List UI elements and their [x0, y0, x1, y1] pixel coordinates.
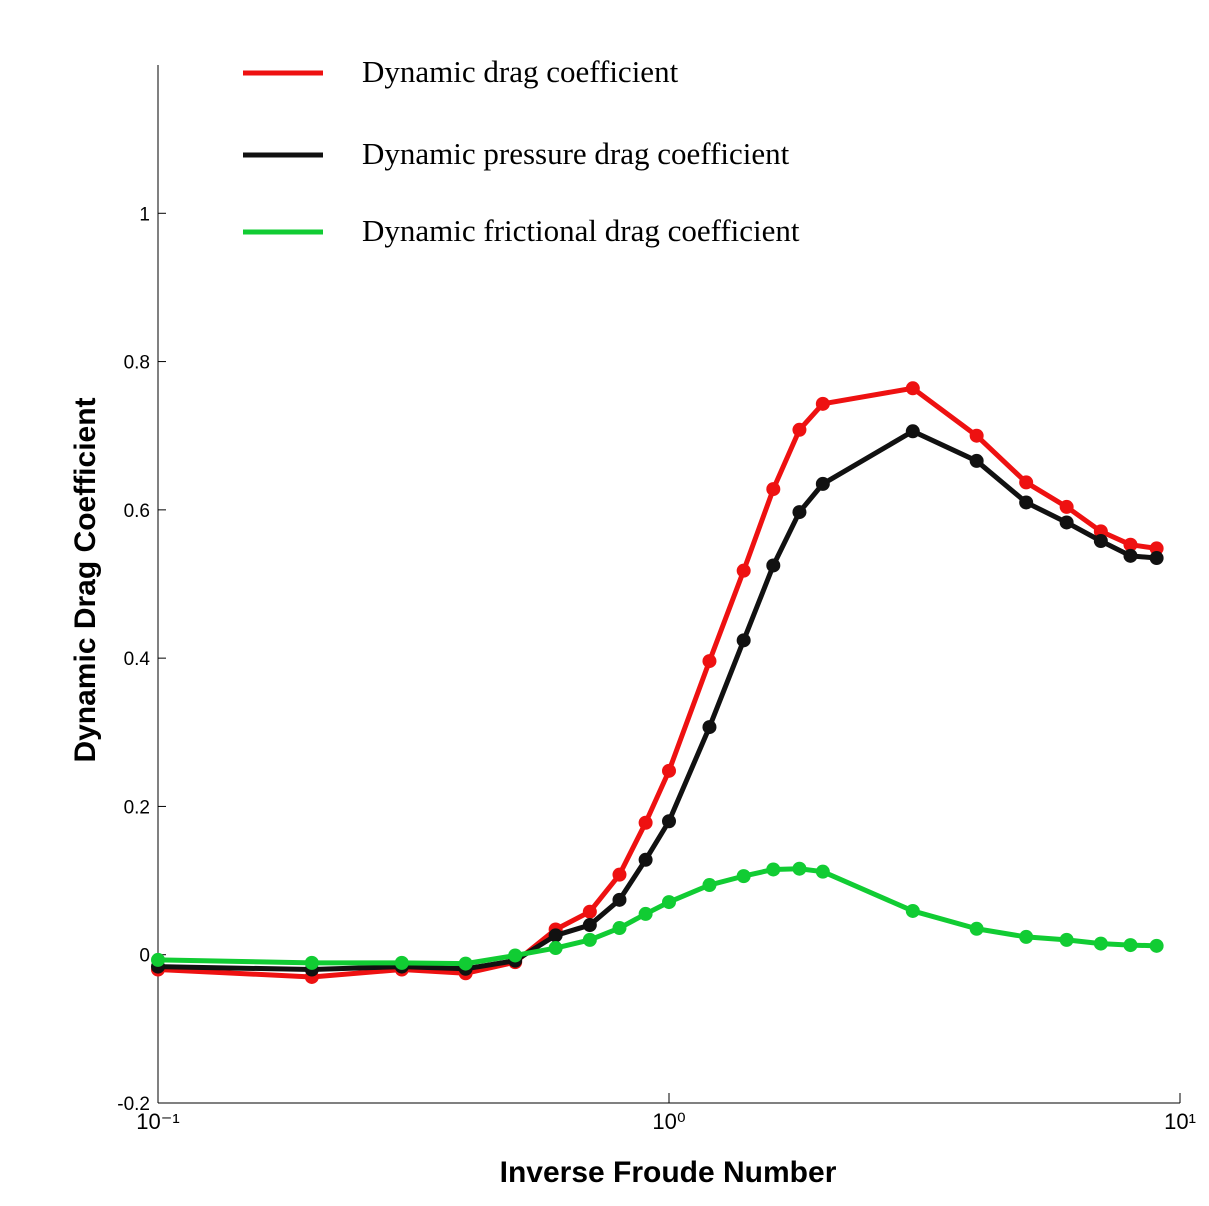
data-point — [582, 904, 597, 919]
data-point — [969, 428, 984, 443]
data-point — [736, 869, 751, 884]
series-line — [157, 866, 1157, 967]
data-point — [1123, 537, 1138, 552]
data-point — [612, 892, 627, 907]
data-point — [1123, 548, 1138, 563]
data-point — [905, 381, 920, 396]
x-axis-label: Inverse Froude Number — [500, 1156, 837, 1189]
data-point — [792, 861, 807, 876]
data-point — [612, 867, 627, 882]
data-point — [582, 918, 597, 933]
data-point — [638, 852, 653, 867]
data-point — [458, 956, 473, 971]
legend-label: Dynamic pressure drag coefficient — [362, 136, 790, 171]
data-point — [766, 558, 781, 573]
y-tick-label: 1 — [139, 204, 150, 225]
data-point — [766, 482, 781, 497]
data-point — [662, 814, 676, 829]
data-point — [1059, 932, 1074, 947]
y-axis-label: Dynamic Drag Coefficient — [69, 397, 102, 762]
legend-label: Dynamic frictional drag coefficient — [362, 213, 800, 248]
data-point — [969, 921, 984, 936]
data-point — [1123, 938, 1138, 953]
data-point — [702, 654, 717, 669]
data-point — [969, 453, 984, 468]
data-point — [1019, 495, 1034, 510]
data-point — [766, 862, 781, 877]
data-point — [151, 952, 165, 967]
data-point — [1059, 499, 1074, 514]
data-point — [905, 424, 920, 439]
data-point — [394, 955, 409, 970]
data-point — [1059, 515, 1074, 530]
data-point — [792, 505, 807, 520]
y-tick-label: 0 — [139, 946, 150, 967]
data-point — [662, 895, 676, 910]
data-point — [1149, 551, 1164, 566]
data-point — [548, 941, 563, 956]
data-point — [1149, 938, 1164, 953]
x-tick-label: 10⁰ — [652, 1109, 685, 1134]
data-point — [1149, 541, 1164, 556]
y-tick-label: 0.8 — [124, 353, 150, 374]
data-point — [1093, 936, 1108, 951]
data-point — [548, 928, 563, 943]
data-point — [815, 864, 830, 879]
series-line — [157, 428, 1157, 973]
x-tick-label: 10¹ — [1164, 1109, 1196, 1134]
data-point — [638, 906, 653, 921]
data-point — [702, 720, 717, 735]
y-tick-label: 0.6 — [124, 501, 150, 522]
legend-label: Dynamic drag coefficient — [362, 54, 679, 89]
data-point — [815, 396, 830, 411]
data-point — [736, 563, 751, 578]
data-point — [582, 932, 597, 947]
data-point — [815, 476, 830, 491]
data-point — [1093, 524, 1108, 539]
data-point — [1019, 475, 1034, 490]
y-tick-label: 0.4 — [124, 649, 151, 670]
data-point — [612, 921, 627, 936]
data-point — [662, 763, 676, 778]
data-point — [304, 955, 319, 970]
data-point — [702, 878, 717, 893]
data-point — [1019, 929, 1034, 944]
data-point — [1093, 533, 1108, 548]
data-point — [792, 422, 807, 437]
data-point — [508, 948, 523, 963]
data-point — [736, 633, 751, 648]
series-line — [157, 385, 1157, 980]
y-tick-label: 0.2 — [124, 797, 150, 818]
x-tick-label: 10⁻¹ — [136, 1109, 179, 1134]
data-point — [905, 903, 920, 918]
data-point — [638, 815, 653, 830]
y-tick-label: -0.2 — [117, 1094, 150, 1115]
